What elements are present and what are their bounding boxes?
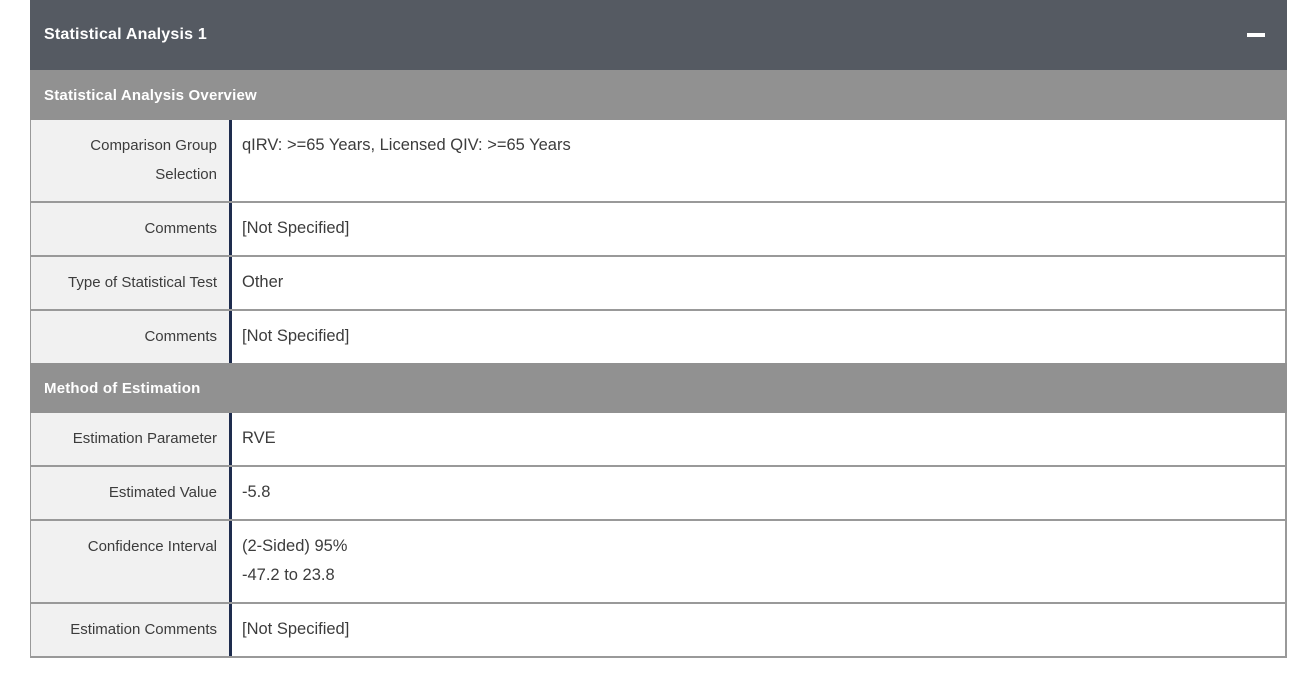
row-label: Estimation Comments	[31, 604, 232, 656]
minus-icon	[1247, 33, 1265, 37]
section-header-label: Method of Estimation	[44, 379, 201, 397]
section-rows: Estimation Parameter RVE Estimated Value -5…	[30, 413, 1287, 658]
row-label: Comments	[31, 311, 232, 363]
row-value-line: RVE	[242, 429, 276, 447]
table-row: Confidence Interval (2-Sided) 95% -47.2 to…	[30, 519, 1287, 602]
table-row: Type of Statistical Test Other	[30, 255, 1287, 309]
table-row: Estimated Value -5.8	[30, 465, 1287, 519]
analysis-table: Statistical Analysis Overview Comparison …	[30, 70, 1287, 658]
section-rows: Comparison Group Selection qIRV: >=65 Yea…	[30, 120, 1287, 363]
row-value: [Not Specified]	[232, 203, 1285, 255]
row-value: (2-Sided) 95% -47.2 to 23.8	[232, 521, 1285, 602]
row-value-line: Other	[242, 273, 284, 291]
row-value-line: [Not Specified]	[242, 327, 350, 345]
row-label: Estimation Parameter	[31, 413, 232, 465]
row-value-line: [Not Specified]	[242, 219, 350, 237]
row-label: Confidence Interval	[31, 521, 232, 602]
row-value: [Not Specified]	[232, 604, 1285, 656]
row-label: Type of Statistical Test	[31, 257, 232, 309]
table-row: Estimation Parameter RVE	[30, 413, 1287, 465]
row-value-line: -5.8	[242, 483, 271, 501]
row-value-line: [Not Specified]	[242, 620, 350, 638]
statistical-analysis-panel: Statistical Analysis 1 Statistical Analy…	[30, 0, 1287, 658]
row-value: Other	[232, 257, 1285, 309]
row-label: Comments	[31, 203, 232, 255]
panel-header: Statistical Analysis 1	[30, 0, 1287, 70]
table-row: Comments [Not Specified]	[30, 309, 1287, 363]
panel-title: Statistical Analysis 1	[44, 26, 207, 43]
row-value-line: -47.2 to 23.8	[242, 566, 335, 584]
row-label: Estimated Value	[31, 467, 232, 519]
table-row: Estimation Comments [Not Specified]	[30, 602, 1287, 658]
row-value-line: qIRV: >=65 Years, Licensed QIV: >=65 Yea…	[242, 136, 571, 154]
section-header-label: Statistical Analysis Overview	[44, 86, 257, 104]
section-header: Method of Estimation	[30, 363, 1287, 413]
row-value: RVE	[232, 413, 1285, 465]
row-value: [Not Specified]	[232, 311, 1285, 363]
section-header: Statistical Analysis Overview	[30, 70, 1287, 120]
row-value: qIRV: >=65 Years, Licensed QIV: >=65 Yea…	[232, 120, 1285, 201]
table-row: Comparison Group Selection qIRV: >=65 Yea…	[30, 120, 1287, 201]
collapse-button[interactable]	[1245, 27, 1267, 43]
row-label: Comparison Group Selection	[31, 120, 232, 201]
table-row: Comments [Not Specified]	[30, 201, 1287, 255]
row-value-line: (2-Sided) 95%	[242, 537, 348, 555]
row-value: -5.8	[232, 467, 1285, 519]
